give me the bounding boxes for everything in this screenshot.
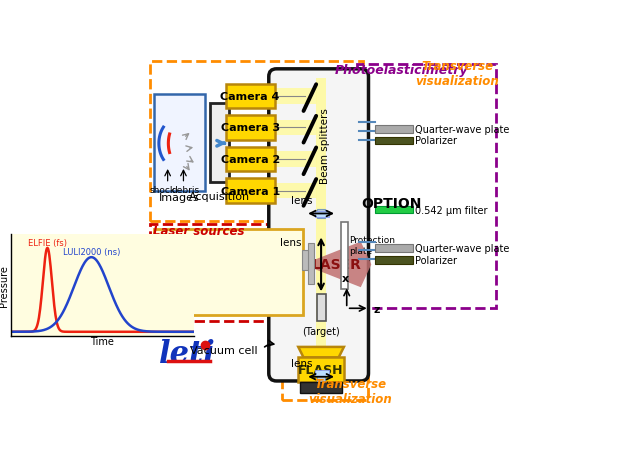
Text: Polarizer: Polarizer [415, 255, 457, 265]
Bar [226, 179, 275, 203]
Text: leti: leti [159, 339, 216, 369]
Text: Camera 3: Camera 3 [221, 123, 280, 133]
Bar [315, 211, 329, 217]
Bar [150, 224, 341, 321]
Text: Images: Images [159, 192, 200, 202]
Bar [226, 84, 275, 109]
Text: Photoelasticimetry: Photoelasticimetry [334, 64, 468, 77]
Text: lens: lens [291, 195, 312, 205]
Bar [150, 61, 363, 221]
Bar [210, 104, 229, 182]
Bar [275, 183, 317, 199]
Bar [375, 206, 413, 214]
Text: Quarter-wave plate: Quarter-wave plate [415, 244, 509, 254]
Bar [298, 358, 344, 382]
Polygon shape [305, 242, 372, 288]
Text: Protection
plate: Protection plate [349, 236, 395, 255]
Bar [301, 251, 308, 270]
LULI2000 (ns) [8, 329, 15, 335]
Text: LASER: LASER [311, 258, 361, 272]
Polygon shape [298, 347, 344, 358]
ELFIE (fs) [190, 329, 198, 335]
LULI2000 (ns) [190, 329, 198, 335]
Text: FLASH: FLASH [298, 364, 344, 376]
Text: Camera 1: Camera 1 [221, 186, 280, 196]
Text: Acquisition: Acquisition [189, 192, 250, 202]
Bar [341, 223, 348, 289]
Bar [282, 328, 368, 399]
Text: ELFIE (fs): ELFIE (fs) [28, 238, 67, 248]
Text: Laser sources: Laser sources [152, 224, 244, 238]
Text: debris: debris [171, 186, 199, 195]
LULI2000 (ns) [174, 329, 181, 335]
ELFIE (fs) [8, 329, 15, 335]
Text: Polarizer: Polarizer [415, 136, 457, 146]
X-axis label: Time: Time [90, 337, 114, 347]
ELFIE (fs) [7, 329, 15, 335]
Text: Vacuum cell: Vacuum cell [190, 346, 257, 356]
Text: (Target): (Target) [302, 326, 340, 336]
Text: x: x [341, 273, 348, 283]
Text: lens: lens [279, 237, 301, 247]
Text: LULI2000 (ns): LULI2000 (ns) [63, 248, 120, 257]
Bar [226, 116, 275, 141]
Bar [315, 370, 329, 376]
Text: shock: shock [150, 186, 176, 195]
Bar [154, 95, 205, 191]
Text: Quarter-wave plate: Quarter-wave plate [415, 125, 509, 135]
ELFIE (fs) [117, 329, 125, 335]
Bar [154, 230, 303, 316]
Bar [375, 126, 413, 133]
ELFIE (fs) [119, 329, 127, 335]
Bar [317, 373, 325, 381]
Bar [316, 79, 326, 364]
Text: 0.542 μm filter: 0.542 μm filter [415, 205, 488, 215]
ELFIE (fs) [174, 329, 181, 335]
Bar [357, 65, 496, 308]
Bar [375, 245, 413, 253]
Bar [317, 210, 325, 218]
Text: Camera 2: Camera 2 [221, 155, 280, 165]
Text: OPTION: OPTION [361, 197, 421, 211]
Line: LULI2000 (ns): LULI2000 (ns) [11, 258, 194, 332]
Bar [275, 152, 317, 167]
Bar [308, 244, 314, 284]
LULI2000 (ns) [116, 310, 124, 315]
Bar [375, 137, 413, 145]
Text: Transverse
visualization: Transverse visualization [415, 60, 499, 88]
Bar [317, 294, 325, 321]
LULI2000 (ns) [162, 329, 169, 335]
Bar [275, 121, 317, 136]
Line: ELFIE (fs): ELFIE (fs) [11, 248, 194, 332]
LULI2000 (ns) [88, 255, 95, 260]
Text: Beam splitters: Beam splitters [320, 108, 330, 183]
Bar [375, 257, 413, 264]
ELFIE (fs) [44, 246, 51, 251]
LULI2000 (ns) [117, 311, 125, 316]
Text: lens: lens [291, 358, 312, 368]
Text: Camera 4: Camera 4 [221, 91, 280, 101]
LULI2000 (ns) [7, 329, 15, 335]
FancyBboxPatch shape [269, 70, 368, 381]
Bar [275, 89, 317, 104]
Bar [226, 147, 275, 172]
ELFIE (fs) [162, 329, 169, 335]
Text: z: z [373, 304, 379, 314]
LULI2000 (ns) [119, 316, 127, 321]
ELFIE (fs) [116, 329, 124, 335]
Bar [300, 382, 342, 393]
Text: Transverse
visualization: Transverse visualization [308, 377, 392, 405]
Y-axis label: Pressure: Pressure [0, 265, 9, 306]
